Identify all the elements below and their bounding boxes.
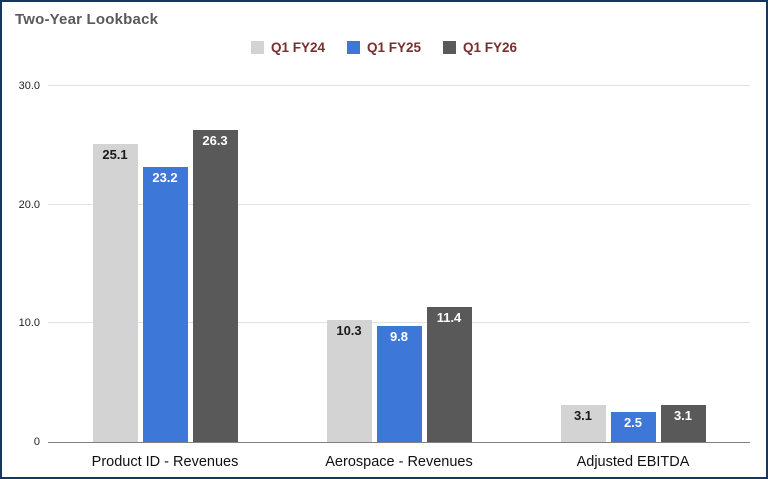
bar-group: 10.3 9.8 11.4 [326, 86, 472, 442]
chart-title: Two-Year Lookback [15, 11, 159, 28]
bar: 25.1 [92, 144, 138, 442]
legend-item: Q1 FY26 [443, 40, 517, 55]
gridline [48, 203, 750, 205]
gridline [48, 322, 750, 324]
bar-value-label: 25.1 [102, 147, 128, 163]
bar: 3.1 [660, 405, 706, 442]
legend: Q1 FY24 Q1 FY25 Q1 FY26 [2, 40, 766, 55]
legend-item: Q1 FY24 [250, 40, 325, 55]
bar: 10.3 [326, 319, 372, 442]
bar-group: 3.1 2.5 3.1 [560, 86, 706, 442]
bar: 11.4 [426, 306, 472, 442]
legend-swatch [250, 41, 264, 54]
bar-value-label: 9.8 [389, 328, 409, 344]
y-axis-tick-label: 30.0 [18, 80, 40, 92]
legend-label: Q1 FY24 [270, 40, 325, 55]
category-label: Aerospace - Revenues [325, 454, 473, 470]
legend-swatch [346, 41, 360, 54]
legend-swatch [443, 41, 457, 54]
bar: 3.1 [560, 405, 606, 442]
bar-value-label: 26.3 [202, 132, 228, 148]
bar: 9.8 [376, 325, 422, 442]
bar: 23.2 [142, 166, 188, 442]
bar-value-label: 23.2 [152, 169, 178, 185]
y-axis-tick-label: 0 [33, 436, 40, 448]
legend-item: Q1 FY25 [346, 40, 422, 55]
bar-groups: 25.1 23.2 26.3 10.3 9.8 11.4 3.1 2.5 3.1 [48, 86, 750, 442]
y-axis-tick-label: 20.0 [18, 198, 40, 211]
category-label: Product ID - Revenues [91, 454, 239, 470]
plot-area: 0 10.0 20.0 30.0 25.1 23.2 26.3 10.3 9.8 11.4 3.1… [19, 80, 750, 448]
y-axis-tick-label: 10.0 [18, 317, 40, 330]
legend-label: Q1 FY26 [463, 40, 518, 55]
bar-value-label: 11.4 [436, 309, 462, 325]
bar-value-label: 3.1 [573, 408, 593, 424]
legend-label: Q1 FY25 [366, 40, 422, 55]
gridline [48, 85, 750, 86]
bar: 26.3 [192, 129, 238, 442]
bar-value-label: 10.3 [336, 322, 362, 338]
bar-group: 25.1 23.2 26.3 [92, 86, 238, 442]
bar-value-label: 3.1 [673, 408, 693, 424]
bar: 2.5 [610, 412, 656, 442]
bar-value-label: 2.5 [623, 415, 643, 431]
category-label: Adjusted EBITDA [576, 454, 690, 470]
x-axis-labels: Product ID - Revenues Aerospace - Revenue… [48, 454, 750, 470]
